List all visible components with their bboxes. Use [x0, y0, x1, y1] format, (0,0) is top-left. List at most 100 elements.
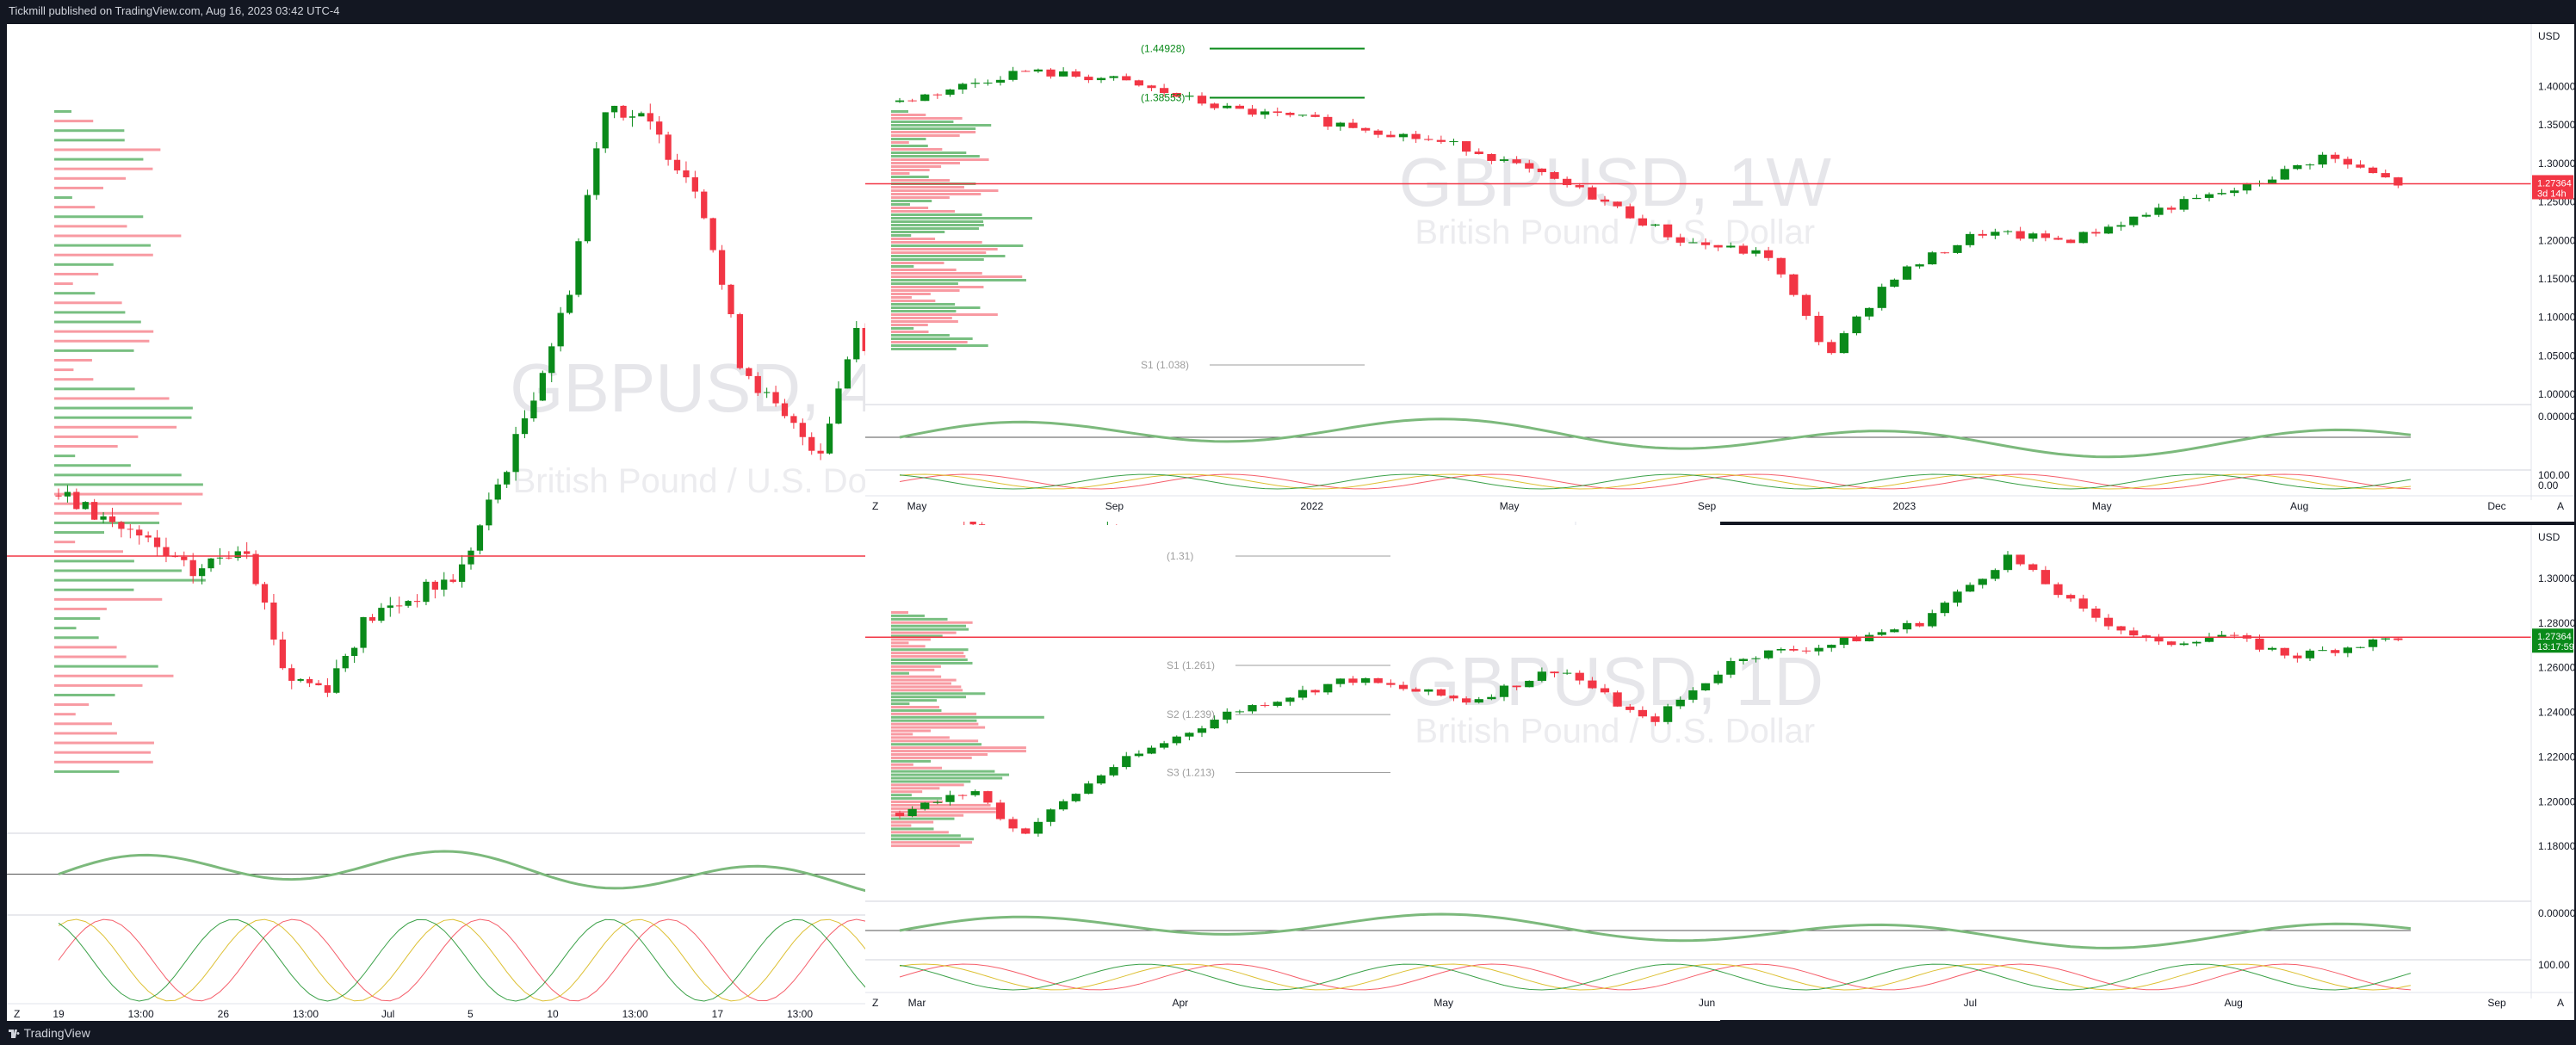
volume-profile-bar	[54, 215, 144, 219]
candle-body	[945, 795, 955, 802]
candle-body	[1348, 678, 1358, 683]
volume-profile-bar	[891, 739, 979, 743]
candle-body	[1424, 689, 1434, 692]
candle-body	[1046, 809, 1056, 822]
price-tick-label: 1.00000	[2538, 388, 2576, 400]
candle-body	[2343, 647, 2352, 653]
time-tick-label: May	[1434, 997, 1453, 1009]
candle-body	[1285, 113, 1295, 115]
volume-profile-bar	[891, 117, 963, 120]
candle-body	[1172, 736, 1181, 744]
candle-body	[1398, 684, 1409, 689]
volume-profile-bar	[54, 330, 154, 333]
volume-profile-bar	[54, 473, 182, 477]
volume-profile-bar	[891, 841, 973, 844]
price-tick-label: 1.15000	[2538, 273, 2576, 285]
time-tick-label: 19	[53, 1008, 65, 1020]
tradingview-logo-icon	[9, 1030, 20, 1039]
candle-body	[145, 535, 152, 538]
candle-body	[1084, 783, 1093, 795]
candle-body	[405, 601, 412, 606]
candle-body	[1273, 702, 1282, 707]
price-tick-label: 1.35000	[2538, 119, 2576, 131]
volume-profile-bar	[54, 646, 117, 649]
candle-body	[1361, 127, 1371, 131]
candle-body	[718, 250, 726, 285]
volume-profile-bar	[891, 334, 950, 337]
time-tick-label: Aug	[2224, 997, 2242, 1009]
volume-profile-bar	[891, 296, 912, 299]
candle-body	[1940, 603, 1949, 614]
candle-body	[1297, 114, 1308, 116]
last-price-badge	[2532, 175, 2573, 200]
candle-body	[2242, 182, 2251, 191]
volume-profile-bar	[54, 636, 99, 640]
last-price-countdown: 3d 14h	[2537, 189, 2567, 199]
candle-body	[1386, 683, 1396, 685]
candle-body	[2369, 639, 2378, 647]
volume-profile-bar	[54, 521, 160, 524]
volume-profile-bar	[54, 339, 150, 343]
volume-profile-bar	[891, 763, 913, 766]
candle-body	[1134, 753, 1143, 757]
price-tick-label: 1.26000	[2538, 662, 2576, 674]
volume-profile-bar	[891, 834, 961, 838]
candle-body	[1248, 705, 1257, 712]
candle-body	[1436, 139, 1446, 142]
candle-body	[1940, 252, 1949, 254]
volume-profile-bar	[891, 722, 979, 726]
candle-body	[449, 579, 456, 582]
candle-body	[2280, 647, 2289, 656]
time-tick-label: Mar	[908, 997, 926, 1009]
candle-body	[853, 328, 860, 360]
volume-profile-bar	[54, 416, 192, 419]
candle-body	[1361, 677, 1371, 683]
volume-profile-bar	[54, 454, 76, 458]
candle-body	[1675, 237, 1685, 243]
candle-body	[2028, 564, 2038, 571]
time-tick-label: Jul	[1964, 997, 1977, 1009]
time-tick-label: 17	[712, 1008, 724, 1020]
candle-body	[2141, 635, 2151, 638]
price-tick-label: 1.10000	[2538, 312, 2576, 324]
volume-profile-bar	[891, 628, 969, 631]
candle-body	[665, 134, 672, 160]
volume-profile-bar	[54, 617, 101, 621]
candle-body	[1688, 242, 1698, 244]
volume-profile-bar	[54, 129, 125, 133]
volume-profile-bar	[891, 638, 931, 641]
stochastic-line	[899, 963, 2412, 991]
volume-profile-bar	[891, 155, 980, 158]
candle-body	[2230, 634, 2239, 636]
candle-body	[73, 492, 80, 510]
candle-body	[2066, 239, 2076, 244]
volume-profile-bar	[891, 783, 964, 787]
candle-body	[2318, 154, 2327, 165]
candle-body	[1600, 688, 1610, 693]
volume-profile-bar	[891, 659, 968, 661]
candle-body	[2331, 154, 2340, 159]
candle-body	[1827, 645, 1836, 648]
volume-profile-bar	[891, 668, 935, 671]
time-tick-label: May	[1500, 500, 1520, 512]
candle-body	[945, 89, 955, 96]
volume-profile-bar	[891, 770, 995, 773]
candle-body	[1801, 650, 1811, 652]
volume-profile-bar	[54, 770, 120, 773]
price-tick-label: 1.40000	[2538, 81, 2576, 93]
candle-body	[2192, 197, 2201, 200]
volume-profile-bar	[54, 683, 143, 687]
volume-profile-bar	[891, 648, 969, 652]
stochastic-line	[899, 473, 2412, 490]
candle-body	[108, 516, 116, 522]
volume-profile-bar	[891, 753, 988, 756]
candle-body	[602, 112, 609, 149]
volume-profile-bar	[891, 682, 951, 685]
volume-profile-bar	[54, 760, 153, 764]
candle-body	[1700, 242, 1711, 245]
volume-profile-bar	[891, 141, 909, 144]
volume-profile-bar	[54, 741, 154, 745]
volume-profile-bar	[891, 645, 926, 648]
candle-body	[458, 564, 466, 582]
